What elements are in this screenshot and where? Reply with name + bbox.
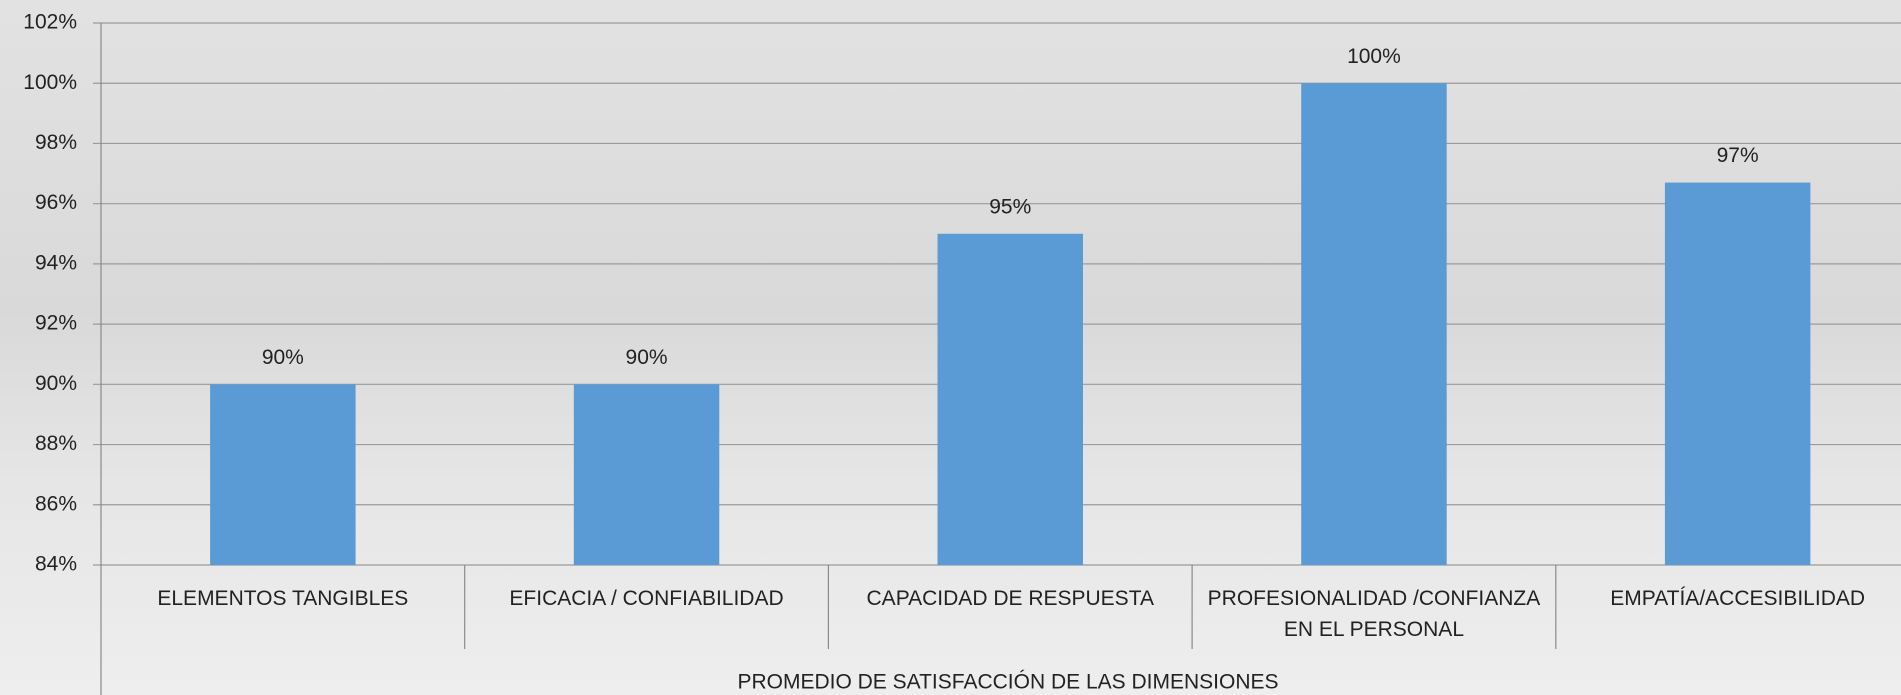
y-tick-label: 98% [35,131,77,154]
y-tick-label: 94% [35,251,77,274]
x-tick-label: PROFESIONALIDAD /CONFIANZA EN EL PERSONAL [1208,587,1541,641]
x-tick-label: EFICACIA / CONFIABILIDAD [509,587,783,610]
x-tick-label: EMPATÍA/ACCESIBILIDAD [1610,587,1865,610]
bar [573,384,720,565]
y-tick-label: 86% [35,492,77,515]
bar [1664,182,1811,566]
y-tick-label: 90% [35,372,77,395]
y-tick-label: 88% [35,432,77,455]
y-tick-label: 100% [23,71,77,94]
data-label: 90% [626,346,668,369]
data-label: 95% [989,195,1031,218]
y-tick-label: 92% [35,312,77,335]
x-tick-label: ELEMENTOS TANGIBLES [157,587,408,610]
x-tick-label: CAPACIDAD DE RESPUESTA [867,587,1154,610]
data-label: 97% [1717,144,1759,167]
y-tick-label: 96% [35,191,77,214]
bar [937,233,1083,565]
x-axis-title: PROMEDIO DE SATISFACCIÓN DE LAS DIMENSIO… [737,671,1278,694]
bar [210,384,356,565]
data-label: 90% [262,346,304,369]
y-tick-label: 102% [23,11,77,34]
data-label: 100% [1347,45,1401,68]
bar [1301,83,1447,565]
y-tick-label: 84% [35,553,77,576]
